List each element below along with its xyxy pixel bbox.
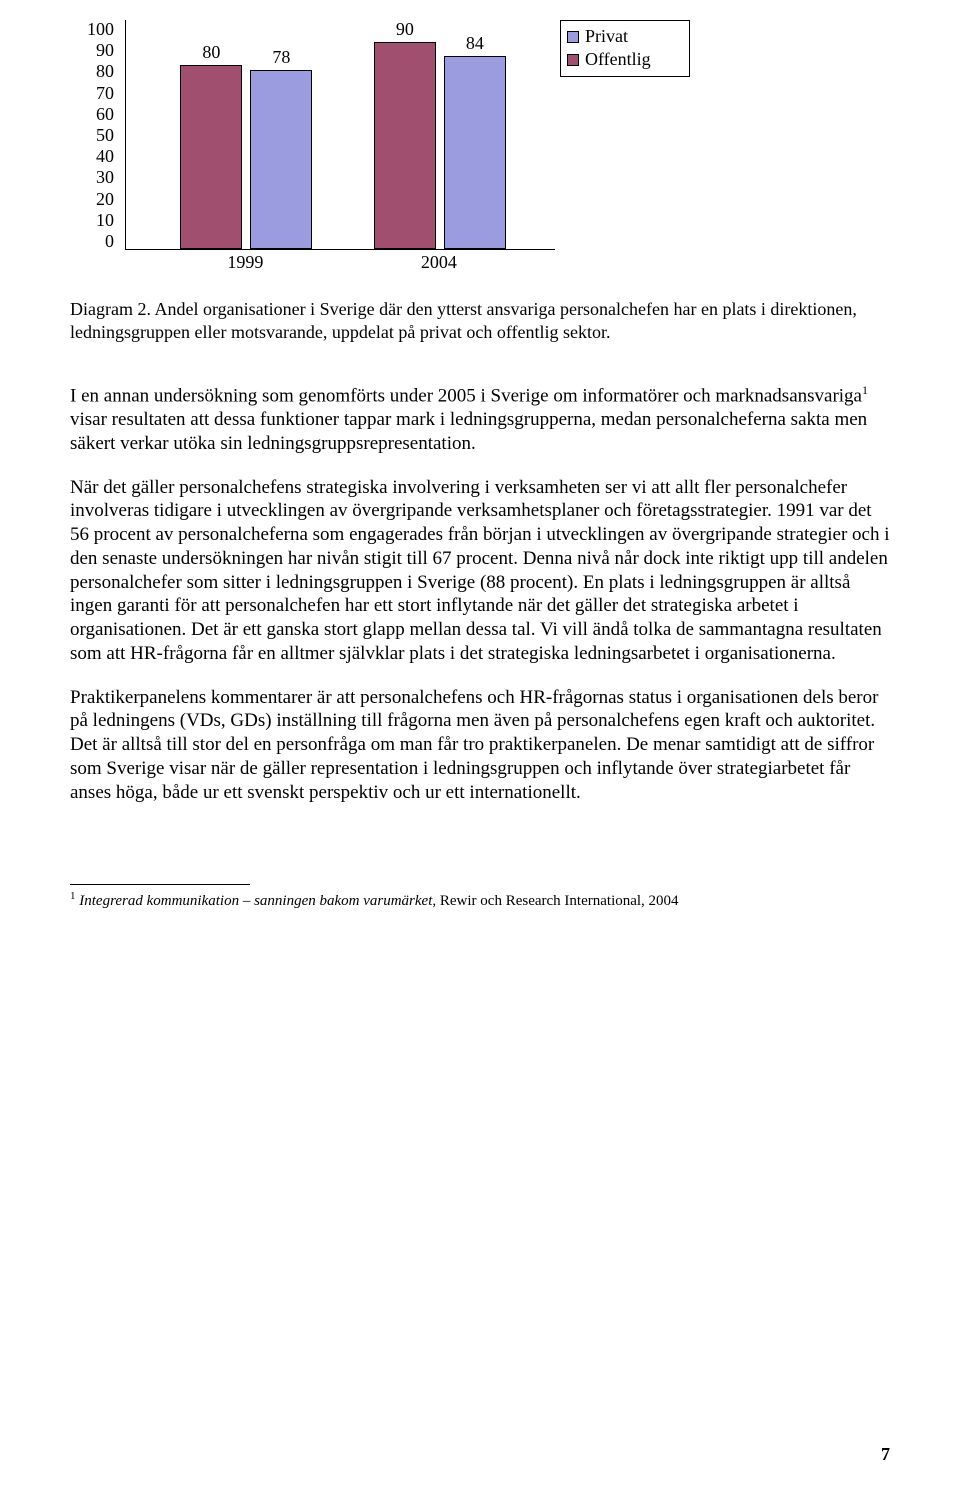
bar-chart: 0102030405060708090100 80 78 90 84 1999 2004… (70, 20, 690, 290)
footnote-number: 1 (70, 890, 76, 902)
legend-swatch-offentlig (567, 54, 579, 66)
legend-item-offentlig: Offentlig (567, 48, 683, 71)
paragraph-3: Praktikerpanelens kommentarer är att per… (70, 686, 890, 805)
paragraph-2: När det gäller personalchefens strategis… (70, 476, 890, 666)
paragraph-1: I en annan undersökning som genomförts u… (70, 383, 890, 456)
bar-value-label: 78 (272, 47, 290, 68)
footnote-rest: , Rewir och Research International, 2004 (432, 893, 678, 909)
chart-bar (374, 42, 436, 249)
legend-item-privat: Privat (567, 25, 683, 48)
y-axis: 0102030405060708090100 (70, 20, 120, 250)
footnote-1: 1 Integrerad kommunikation – sanningen b… (70, 889, 890, 912)
chart-legend: Privat Offentlig (560, 20, 690, 77)
legend-label-offentlig: Offentlig (585, 48, 651, 71)
chart-bar (250, 70, 312, 249)
page-number: 7 (881, 1444, 890, 1465)
footnote-title: Integrerad kommunikation – sanningen bak… (79, 893, 432, 909)
footnote-ref-1: 1 (862, 383, 868, 397)
x-axis-label: 2004 (421, 252, 457, 273)
para1-part-a: I en annan undersökning som genomförts u… (70, 385, 862, 406)
legend-swatch-privat (567, 31, 579, 43)
chart-bar (444, 56, 506, 249)
bar-value-label: 80 (202, 42, 220, 63)
footnote-separator (70, 884, 250, 885)
legend-label-privat: Privat (585, 25, 628, 48)
x-axis-labels: 1999 2004 (125, 252, 555, 282)
chart-bar (180, 65, 242, 249)
bar-value-label: 90 (396, 19, 414, 40)
bar-value-label: 84 (466, 33, 484, 54)
chart-plot-area: 80 78 90 84 (125, 20, 555, 250)
chart-caption: Diagram 2. Andel organisationer i Sverig… (70, 298, 890, 343)
x-axis-label: 1999 (227, 252, 263, 273)
para1-part-b: visar resultaten att dessa funktioner ta… (70, 409, 867, 454)
